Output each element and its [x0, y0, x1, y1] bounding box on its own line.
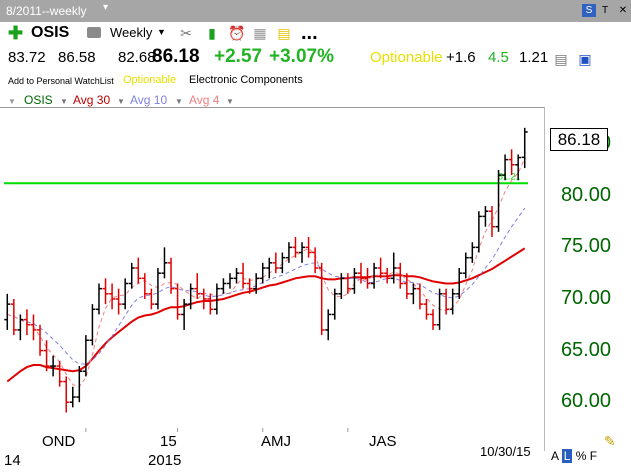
window-title: 8/2011--weekly [6, 4, 87, 18]
pencil-icon[interactable]: ✎ [604, 433, 616, 449]
chevron-down-icon[interactable]: ▾ [103, 2, 109, 13]
chart-area [0, 107, 545, 451]
printer-icon[interactable] [87, 27, 101, 38]
bar-chart-icon[interactable]: ▮ [208, 25, 216, 41]
y-tick-label: 75.00 [560, 235, 611, 258]
window-titlebar: 8/2011--weekly ▾ S T ✕ [0, 0, 631, 22]
scale-options[interactable]: A L % F [551, 449, 598, 463]
x-tick-label: JAS [369, 433, 397, 450]
database-icon[interactable]: ▤ [554, 51, 568, 67]
chevron-down-icon[interactable]: ▼ [175, 97, 183, 106]
note-icon[interactable]: ▤ [277, 25, 291, 41]
legend-symbol[interactable]: OSIS [24, 93, 53, 107]
x-year-label: 2015 [148, 452, 182, 469]
horizontal-level-label: 81.21 [498, 171, 521, 181]
s-icon[interactable]: S [582, 4, 596, 17]
x-year-label: 14 [4, 452, 21, 469]
industry-label: Electronic Components [189, 74, 303, 86]
tools-icon[interactable]: ✂ [180, 25, 192, 41]
quote-beta: +1.6 [446, 49, 476, 66]
legend-avg4[interactable]: Avg 4 [189, 93, 220, 107]
last-price-box: 86.18 [550, 128, 608, 151]
quote-last: 86.18 [152, 46, 200, 67]
legend-avg10[interactable]: Avg 10 [130, 93, 168, 107]
chevron-down-icon[interactable]: ▼ [8, 97, 16, 106]
tv-icon[interactable]: T [601, 5, 609, 16]
series-line-avg30 [6, 247, 526, 383]
y-tick-label: 60.00 [560, 390, 611, 413]
y-tick-label: 80.00 [560, 183, 611, 206]
chevron-down-icon[interactable]: ▼ [117, 97, 125, 106]
optionable-tag: Optionable [123, 74, 177, 86]
quote-val3: 1.21 [519, 49, 549, 66]
chevron-down-icon[interactable]: ▼ [60, 97, 68, 106]
quote-change: +2.57 [214, 46, 263, 67]
x-tick-label: AMJ [261, 433, 291, 450]
chevron-down-icon[interactable]: ▼ [157, 27, 166, 37]
y-tick-label: 65.00 [560, 338, 611, 361]
close-icon[interactable]: ✕ [618, 5, 628, 16]
alarm-clock-icon[interactable]: ⏰ [228, 25, 246, 41]
grid-icon[interactable]: ▦ [253, 25, 267, 41]
quote-change-pct: +3.07% [269, 46, 334, 67]
symbol-input[interactable]: OSIS [31, 24, 70, 41]
y-tick-label: 70.00 [560, 286, 611, 309]
toolbar [0, 22, 631, 44]
series-line-avg10 [7, 207, 526, 365]
last-date-label: 10/30/15 [480, 444, 531, 459]
x-tick-label: OND [42, 433, 76, 450]
save-icon[interactable]: ▣ [578, 51, 592, 67]
quote-high: 86.58 [58, 49, 96, 66]
optionable-label: Optionable [370, 49, 443, 66]
x-tick-label: 15 [160, 433, 177, 450]
series-line-avg4 [7, 158, 526, 388]
quote-low: 82.68 [118, 49, 156, 66]
quote-open: 83.72 [8, 49, 46, 66]
period-select[interactable]: Weekly [110, 25, 153, 40]
more-button[interactable]: ... [301, 22, 318, 44]
quote-val2: 4.5 [488, 49, 509, 66]
legend-avg30[interactable]: Avg 30 [73, 93, 111, 107]
chevron-down-icon[interactable]: ▼ [226, 97, 234, 106]
add-watchlist-link[interactable]: Add to Personal WatchList [8, 76, 114, 86]
add-symbol-icon[interactable]: ✚ [8, 23, 24, 43]
